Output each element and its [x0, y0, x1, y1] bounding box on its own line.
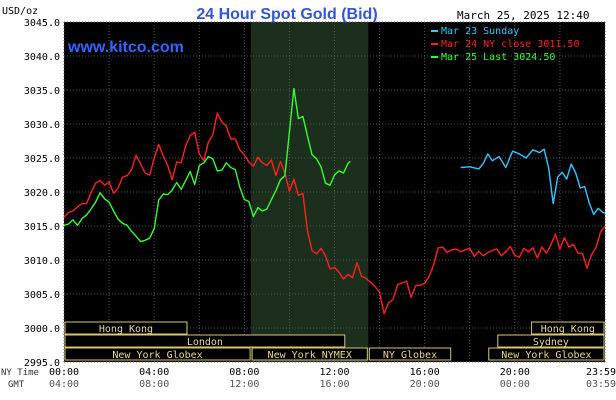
session-box — [488, 347, 605, 361]
session-label: Sydney — [533, 337, 569, 348]
session-box — [64, 334, 346, 348]
session-label: New York Globex — [112, 350, 202, 361]
y-tick-label: 3035.0 — [24, 86, 60, 97]
x-tick-label-ny: 16:00 — [410, 367, 440, 378]
price-series — [63, 87, 606, 315]
x-tick-label-ny: 00:00 — [49, 367, 79, 378]
session-box — [497, 334, 605, 348]
session-box — [368, 347, 452, 361]
y-tick-label: 3015.0 — [24, 222, 60, 233]
y-tick-label: 3025.0 — [24, 154, 60, 165]
x-tick-label-ny: 04:00 — [139, 367, 169, 378]
x-tick-label-gmt: 12:00 — [229, 379, 259, 390]
gmt-label: GMT — [8, 380, 25, 390]
y-tick-label: 3010.0 — [24, 256, 60, 267]
nymex-session-highlight — [251, 22, 369, 362]
legend-entry: Mar 23 Sunday — [441, 26, 519, 37]
x-axis: 00:0004:0004:0008:0008:0012:0012:0016:00… — [49, 367, 616, 390]
chart-title: 24 Hour Spot Gold (Bid) — [196, 6, 377, 23]
session-box — [64, 347, 251, 361]
x-tick-label-gmt: 16:00 — [319, 379, 349, 390]
session-box — [251, 347, 368, 361]
session-box — [64, 321, 188, 335]
session-label: London — [187, 337, 223, 348]
legend: Mar 23 Sunday Mar 24 NY close 3011.50 Mar … — [431, 26, 579, 63]
y-tick-label: 3020.0 — [24, 188, 60, 199]
x-tick-label-ny: 23:59 — [586, 367, 616, 378]
session-label: New York NYMEX — [268, 350, 352, 361]
session-label: NY Globex — [383, 350, 437, 361]
unit-label: USD/oz — [2, 6, 38, 17]
session-label: New York Globex — [501, 350, 591, 361]
x-tick-label-ny: 08:00 — [229, 367, 259, 378]
legend-entry: Mar 24 NY close 3011.50 — [441, 39, 579, 50]
x-tick-label-gmt: 00:00 — [500, 379, 530, 390]
session-box — [531, 321, 605, 335]
y-axis: 3045.0 3040.0 3035.0 3030.0 3025.0 3020.0 3015… — [24, 18, 60, 369]
x-tick-label-ny: 12:00 — [319, 367, 349, 378]
x-tick-label-gmt: 08:00 — [139, 379, 169, 390]
session-label: Hong Kong — [99, 324, 153, 335]
y-tick-label: 3030.0 — [24, 120, 60, 131]
series-line — [63, 112, 606, 315]
series-line — [63, 87, 351, 243]
x-tick-label-ny: 20:00 — [500, 367, 530, 378]
x-tick-label-gmt: 04:00 — [49, 379, 79, 390]
trading-sessions: Hong Kong London New York Globex New York N… — [64, 321, 605, 361]
y-tick-label: 2995.0 — [24, 358, 60, 369]
y-tick-label: 3005.0 — [24, 290, 60, 301]
y-tick-label: 3040.0 — [24, 52, 60, 63]
y-tick-label: 3045.0 — [24, 18, 60, 29]
timestamp: March 25, 2025 12:40 — [457, 9, 589, 22]
x-tick-label-gmt: 03:59 — [586, 379, 616, 390]
ny-time-label: NY Time — [1, 368, 39, 378]
session-label: Hong Kong — [541, 324, 595, 335]
x-tick-label-gmt: 20:00 — [410, 379, 440, 390]
series-line — [460, 148, 606, 216]
legend-entry: Mar 25 Last 3024.50 — [441, 52, 555, 63]
watermark: www.kitco.com — [67, 39, 184, 56]
y-tick-label: 3000.0 — [24, 324, 60, 335]
